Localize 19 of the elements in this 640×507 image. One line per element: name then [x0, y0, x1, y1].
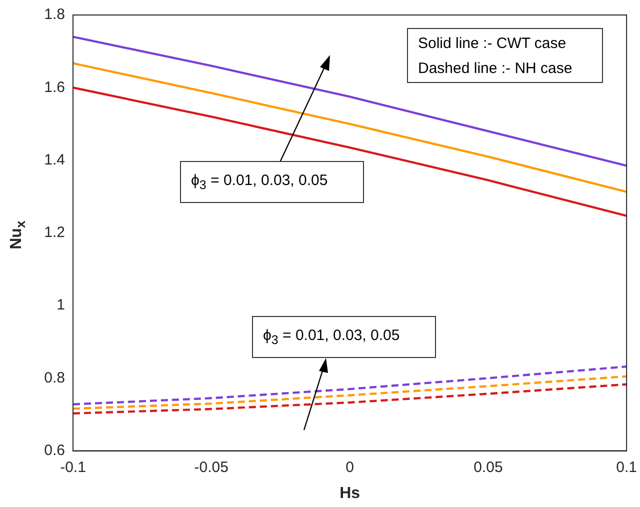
x-tick-label: 0.1 [616, 458, 638, 476]
x-axis-title: Hs [340, 484, 360, 502]
y-tick-label: 1.8 [44, 6, 65, 24]
x-tick-label: 0 [346, 458, 354, 476]
y-tick-label: 1.6 [44, 78, 65, 96]
x-tick-label: -0.05 [194, 458, 228, 476]
line-series [73, 383, 627, 414]
annotation: ϕ$_{3}$ = 0.01, 0.03, 0.05 [252, 316, 436, 358]
y-tick-label: 1 [56, 296, 65, 314]
y-tick-label: 0.8 [44, 369, 65, 386]
y-tick-label: 0.6 [44, 442, 65, 459]
y-tick-label: 1.2 [44, 224, 65, 242]
line-series [73, 365, 627, 406]
y-tick-label: 1.4 [44, 151, 65, 168]
x-tick-label: -0.1 [60, 458, 86, 476]
annotation: ϕ$_{3}$ = 0.01, 0.03, 0.05 [180, 161, 364, 203]
x-tick-label: 0.05 [474, 458, 503, 476]
line-series [73, 375, 627, 410]
annotation: Solid line :- CWT case Dashed line :- NH case [407, 28, 603, 83]
